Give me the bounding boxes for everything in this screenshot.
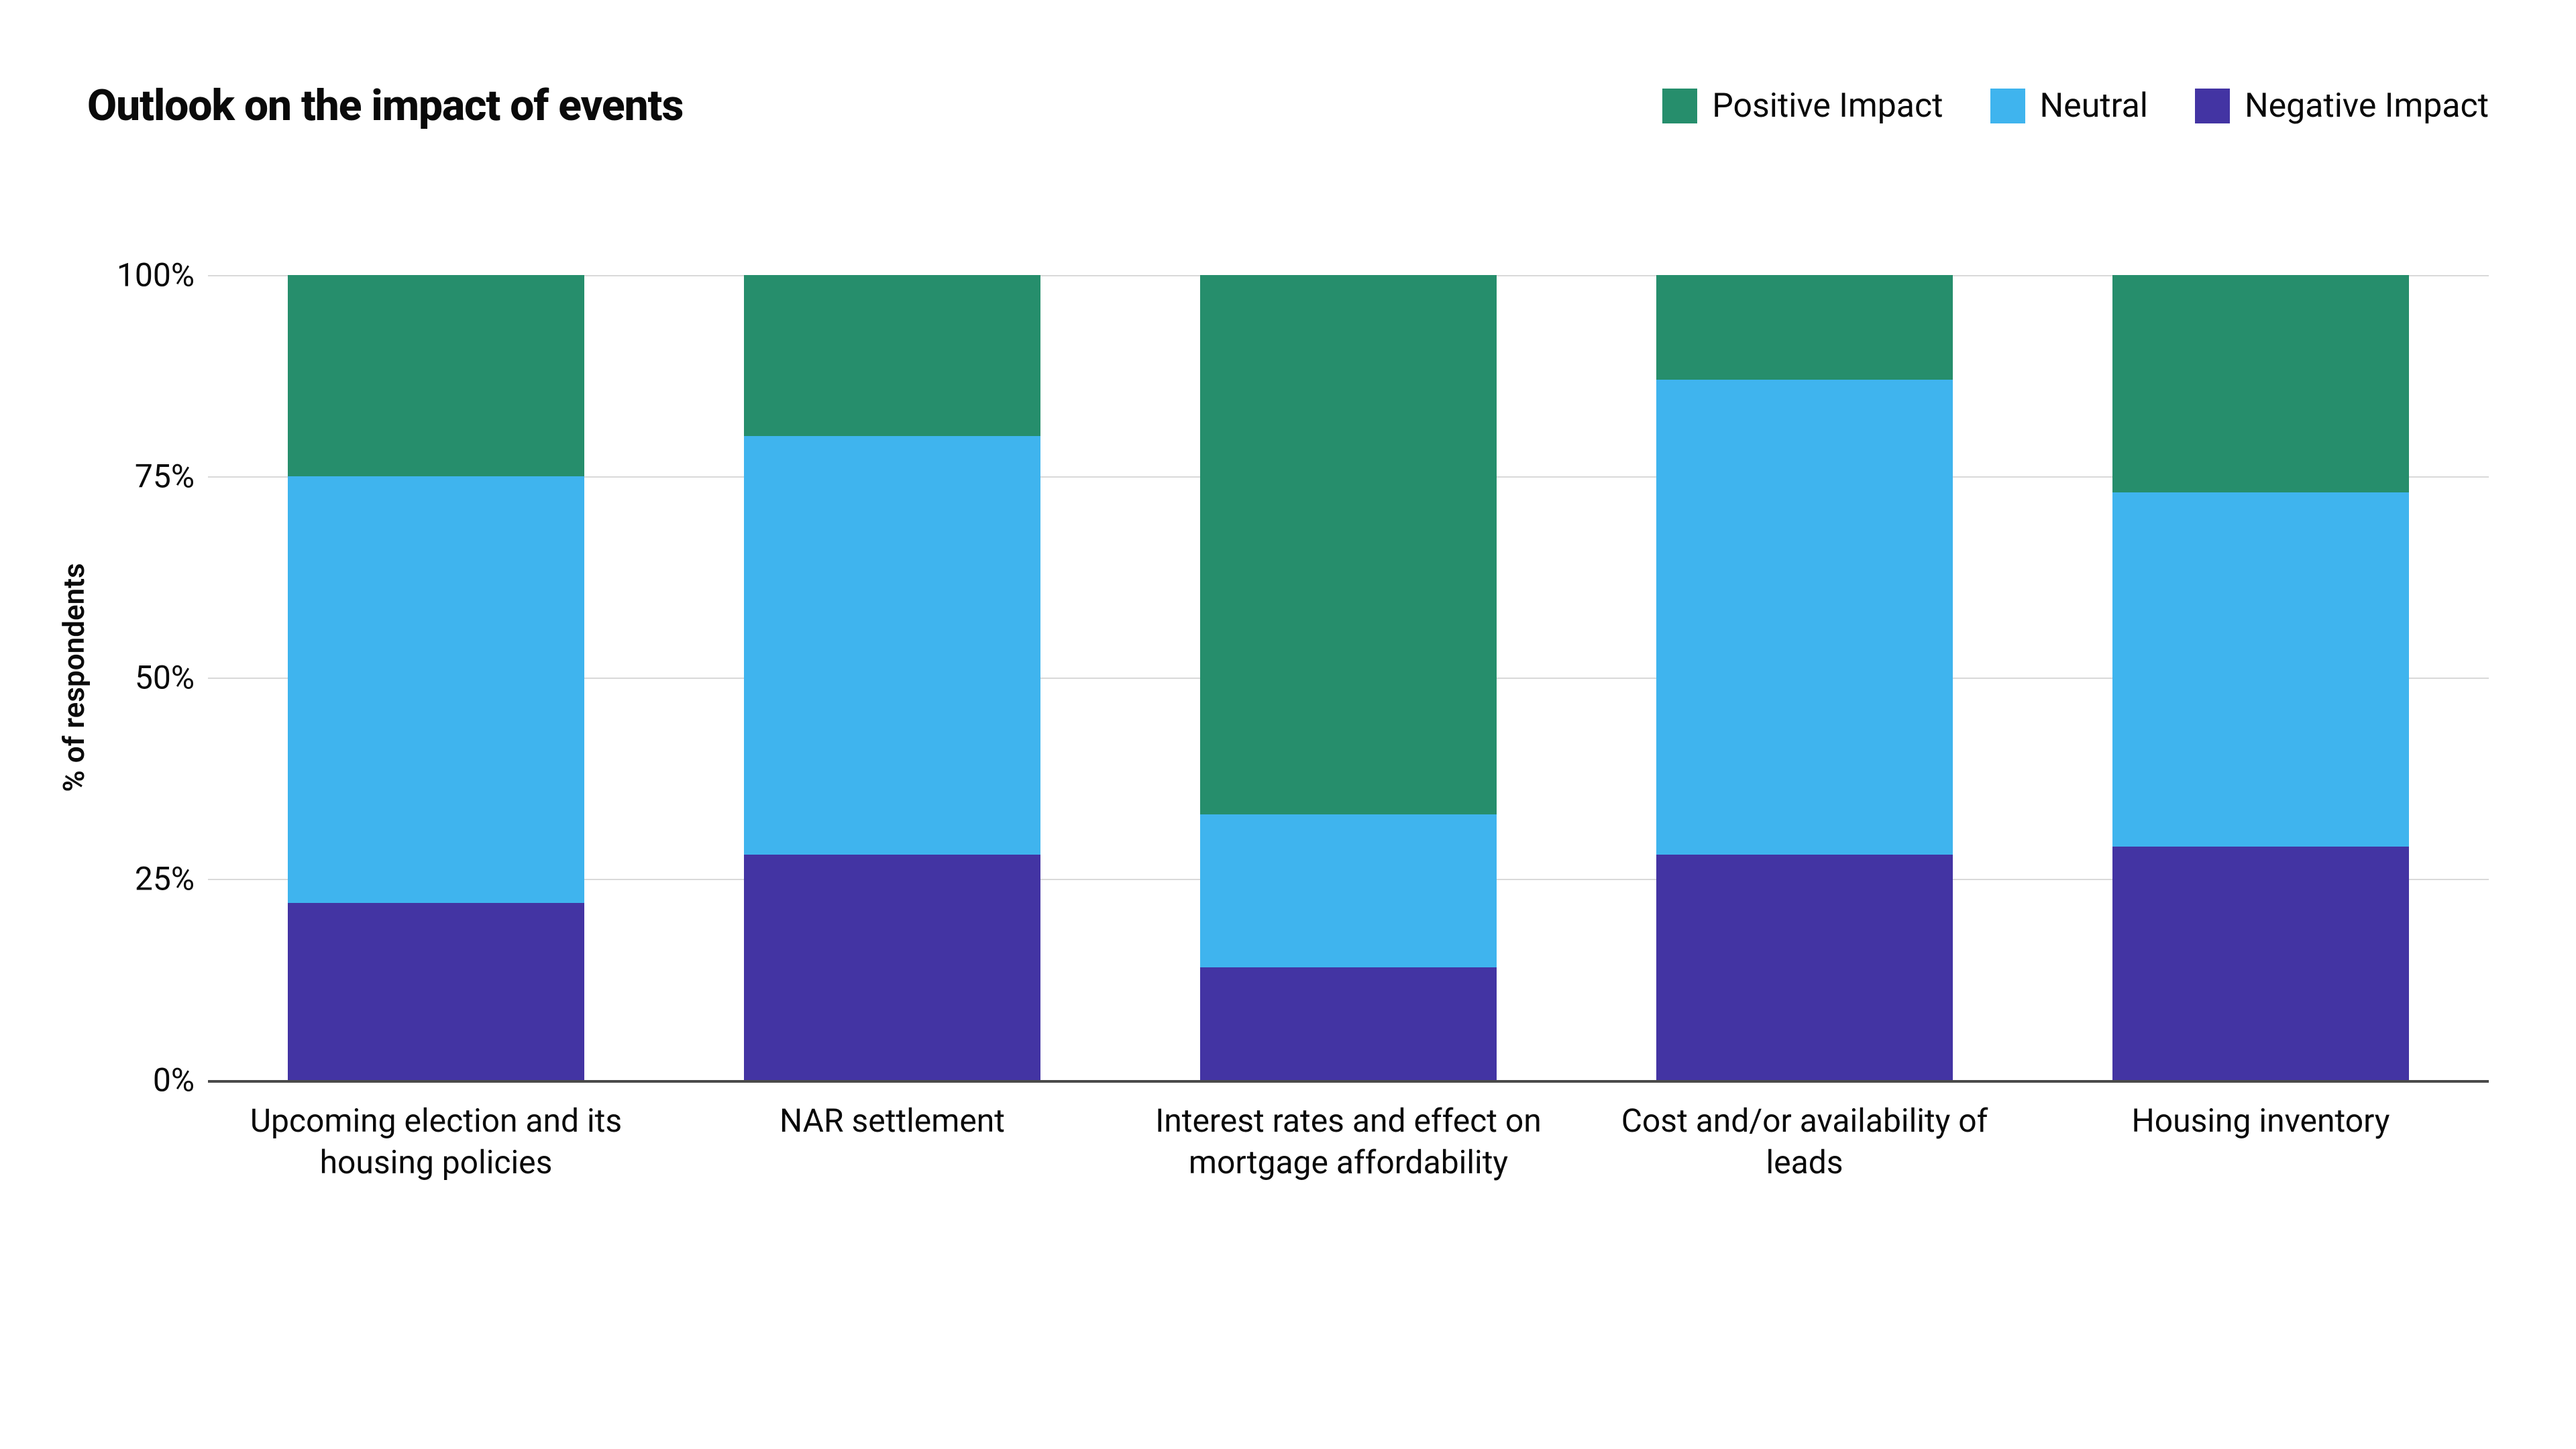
bar-2-positive bbox=[1200, 275, 1497, 814]
bar-4-neutral bbox=[2112, 492, 2409, 847]
plot-region: % of respondents 100% 75% 50% 25% 0% bbox=[208, 275, 2489, 1080]
ytick-0: 0% bbox=[87, 1061, 195, 1099]
chart-title: Outlook on the impact of events bbox=[87, 80, 683, 131]
legend-swatch-negative bbox=[2195, 89, 2230, 123]
bar-slot-4 bbox=[2112, 275, 2409, 1080]
bar-4-negative bbox=[2112, 847, 2409, 1080]
chart-header: Outlook on the impact of events Positive… bbox=[34, 34, 2542, 158]
y-axis-title: % of respondents bbox=[56, 563, 91, 792]
bar-3-negative bbox=[1656, 855, 1953, 1080]
xlabel-2: Interest rates and effect on mortgage af… bbox=[1136, 1100, 1560, 1184]
chart-legend: Positive Impact Neutral Negative Impact bbox=[1662, 87, 2489, 125]
bar-0-positive bbox=[288, 275, 584, 476]
bars-group bbox=[208, 275, 2489, 1080]
bar-slot-0 bbox=[288, 275, 584, 1080]
bar-1-positive bbox=[744, 275, 1040, 436]
xlabel-3: Cost and/or availability of leads bbox=[1593, 1100, 2017, 1184]
xlabel-4: Housing inventory bbox=[2049, 1100, 2473, 1184]
bar-2-neutral bbox=[1200, 814, 1497, 967]
bar-0-negative bbox=[288, 903, 584, 1080]
bar-1-negative bbox=[744, 855, 1040, 1080]
bar-3 bbox=[1656, 275, 1953, 1080]
ytick-50: 50% bbox=[87, 659, 195, 697]
bar-slot-1 bbox=[744, 275, 1040, 1080]
legend-label-positive: Positive Impact bbox=[1712, 87, 1943, 125]
xlabel-0: Upcoming election and its housing polici… bbox=[224, 1100, 648, 1184]
legend-item-negative: Negative Impact bbox=[2195, 87, 2489, 125]
ytick-100: 100% bbox=[87, 256, 195, 294]
bar-3-neutral bbox=[1656, 380, 1953, 855]
bar-0 bbox=[288, 275, 584, 1080]
bar-slot-3 bbox=[1656, 275, 1953, 1080]
legend-item-neutral: Neutral bbox=[1990, 87, 2148, 125]
bar-slot-2 bbox=[1200, 275, 1497, 1080]
gridline-0 bbox=[208, 1080, 2489, 1083]
bar-1-neutral bbox=[744, 436, 1040, 855]
ytick-75: 75% bbox=[87, 458, 195, 496]
bar-4 bbox=[2112, 275, 2409, 1080]
chart-container: Outlook on the impact of events Positive… bbox=[34, 34, 2542, 1415]
bar-2 bbox=[1200, 275, 1497, 1080]
legend-swatch-neutral bbox=[1990, 89, 2025, 123]
legend-label-negative: Negative Impact bbox=[2245, 87, 2489, 125]
bar-1 bbox=[744, 275, 1040, 1080]
bar-2-negative bbox=[1200, 967, 1497, 1080]
legend-label-neutral: Neutral bbox=[2040, 87, 2148, 125]
bar-3-positive bbox=[1656, 275, 1953, 380]
x-axis-labels: Upcoming election and its housing polici… bbox=[208, 1100, 2489, 1184]
bar-0-neutral bbox=[288, 476, 584, 903]
legend-swatch-positive bbox=[1662, 89, 1697, 123]
legend-item-positive: Positive Impact bbox=[1662, 87, 1943, 125]
ytick-25: 25% bbox=[87, 860, 195, 898]
xlabel-1: NAR settlement bbox=[680, 1100, 1104, 1184]
bar-4-positive bbox=[2112, 275, 2409, 492]
